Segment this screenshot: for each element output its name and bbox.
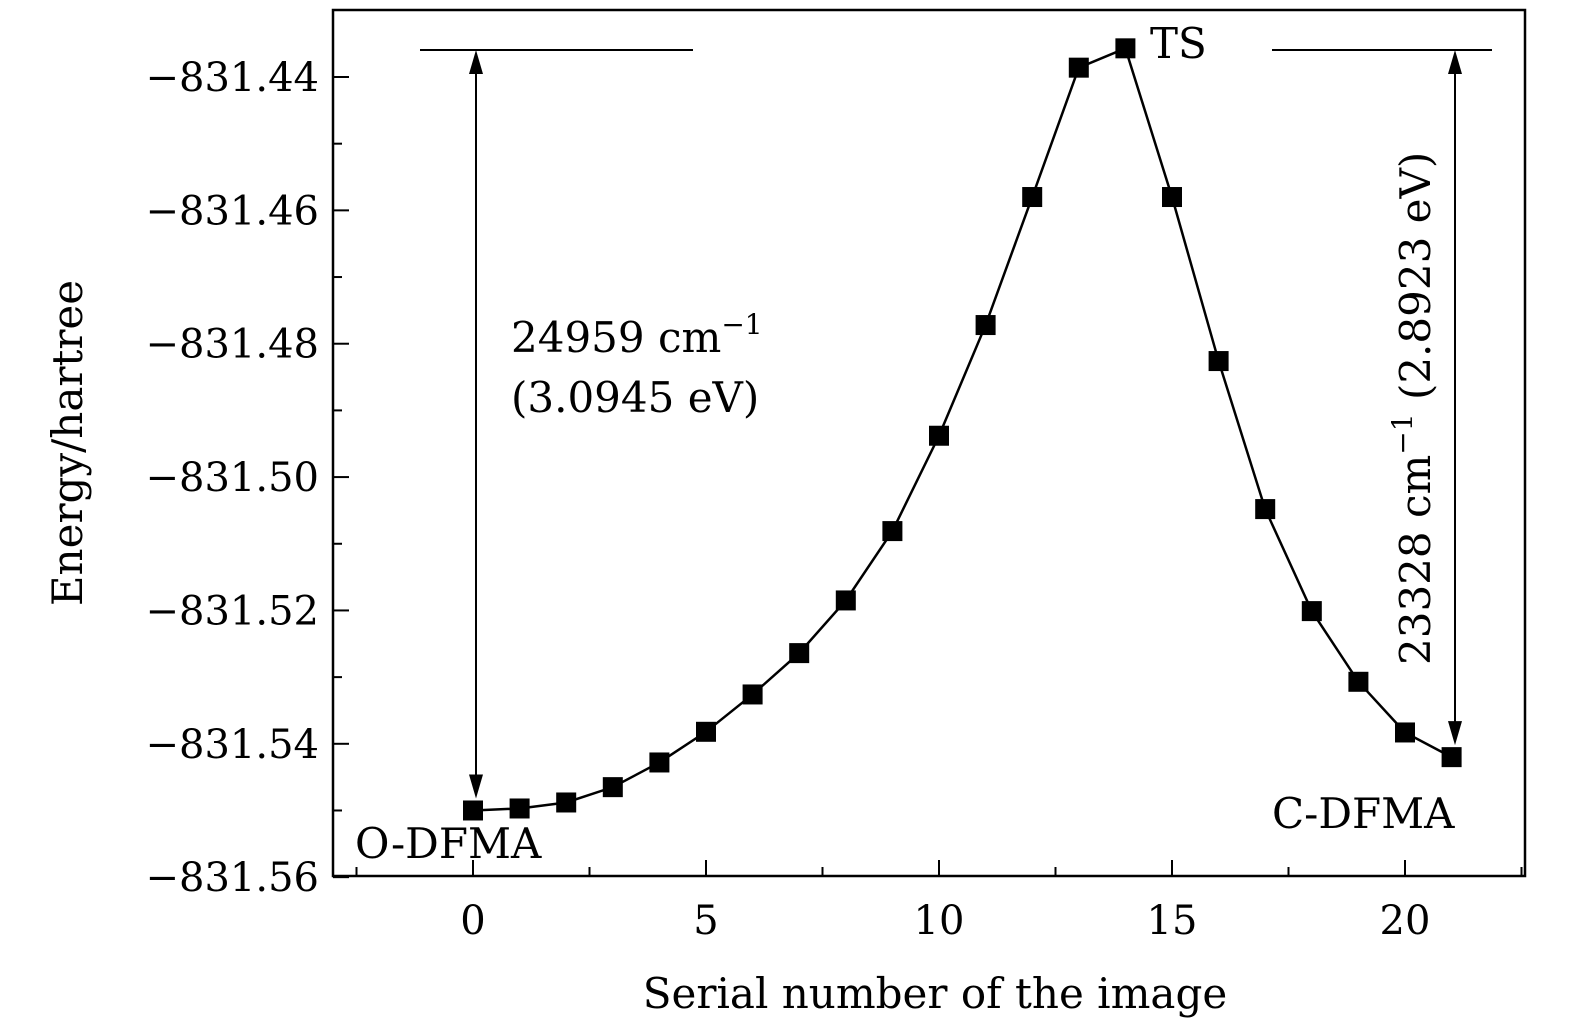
right-barrier-ev: (2.8923 eV) bbox=[1391, 152, 1440, 414]
left-barrier-label-line2: (3.0945 eV) bbox=[511, 373, 759, 422]
barrier-annotations bbox=[420, 49, 1492, 799]
data-point-marker bbox=[509, 798, 530, 819]
data-point-marker bbox=[1022, 187, 1043, 208]
series-markers bbox=[463, 38, 1462, 821]
data-point-marker bbox=[1301, 601, 1322, 622]
data-point-marker bbox=[1068, 57, 1089, 78]
y-tick-label: −831.46 bbox=[146, 188, 319, 234]
x-axis-tick-labels: 0 5 10 15 20 bbox=[460, 898, 1430, 944]
right-barrier-label: 23328 cm−1 (2.8923 eV) bbox=[1386, 152, 1440, 665]
plot-frame bbox=[331, 8, 1527, 878]
data-point-marker bbox=[1162, 187, 1182, 208]
x-axis-ticks bbox=[355, 860, 1523, 876]
data-point-marker bbox=[1441, 747, 1462, 768]
x-tick-label: 10 bbox=[914, 898, 965, 944]
y-tick-label: −831.44 bbox=[146, 55, 319, 101]
y-tick-label: −831.52 bbox=[146, 588, 319, 634]
data-point-marker bbox=[696, 721, 716, 742]
data-point-marker bbox=[835, 590, 856, 611]
c-dfma-label: C-DFMA bbox=[1272, 789, 1455, 838]
data-point-marker bbox=[1208, 351, 1229, 372]
data-point-marker bbox=[882, 521, 903, 542]
o-dfma-label: O-DFMA bbox=[355, 819, 542, 868]
right-barrier-arrow-head-bottom bbox=[1448, 721, 1462, 746]
data-point-marker bbox=[975, 315, 996, 336]
data-point-marker bbox=[556, 792, 577, 813]
data-point-marker bbox=[1115, 38, 1136, 59]
left-barrier-exponent: −1 bbox=[721, 308, 762, 341]
y-axis-ticks bbox=[333, 76, 349, 879]
data-point-marker bbox=[463, 800, 483, 821]
left-barrier-arrow-head-top bbox=[469, 50, 483, 74]
right-barrier-exponent: −1 bbox=[1386, 413, 1419, 454]
x-tick-label: 0 bbox=[460, 898, 485, 944]
y-tick-label: −831.48 bbox=[146, 322, 319, 368]
x-tick-label: 15 bbox=[1147, 898, 1198, 944]
data-point-marker bbox=[1255, 499, 1276, 520]
data-point-marker bbox=[789, 643, 810, 664]
y-tick-label: −831.54 bbox=[146, 722, 319, 768]
data-point-marker bbox=[649, 752, 670, 773]
y-tick-label: −831.56 bbox=[146, 855, 319, 901]
data-point-marker bbox=[929, 425, 949, 446]
x-tick-label: 5 bbox=[693, 898, 718, 944]
series-line bbox=[472, 46, 1453, 812]
left-barrier-value: 24959 cm bbox=[511, 313, 721, 362]
y-axis-title: Energy/hartree bbox=[43, 280, 92, 606]
data-point-marker bbox=[742, 684, 763, 705]
data-point-marker bbox=[1348, 671, 1369, 692]
x-axis-title: Serial number of the image bbox=[643, 969, 1227, 1018]
x-tick-label: 20 bbox=[1380, 898, 1431, 944]
right-barrier-arrow-head-top bbox=[1448, 50, 1462, 74]
data-point-marker bbox=[1395, 722, 1415, 743]
right-barrier-value: 23328 cm bbox=[1391, 455, 1440, 665]
y-axis-tick-labels: −831.44 −831.46 −831.48 −831.50 −831.52 −831.… bbox=[146, 55, 319, 901]
ts-label: TS bbox=[1150, 19, 1207, 68]
left-barrier-label-line1: 24959 cm−1 bbox=[511, 308, 763, 362]
data-point-marker bbox=[602, 777, 623, 798]
left-barrier-arrow-head-bottom bbox=[469, 774, 483, 799]
y-tick-label: −831.50 bbox=[146, 455, 319, 501]
